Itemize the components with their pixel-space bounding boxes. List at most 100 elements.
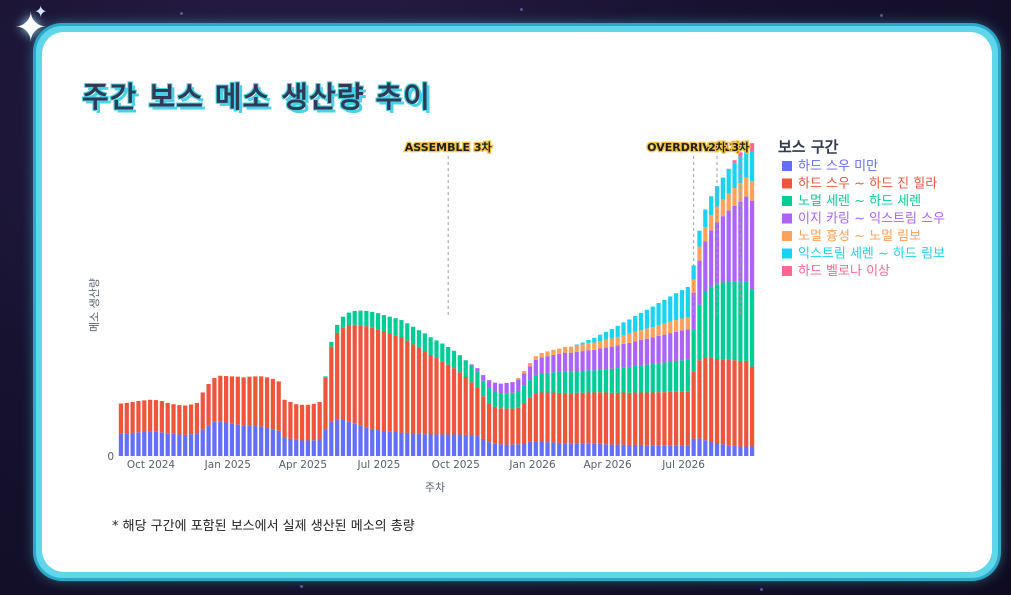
bar-segment-s1-w72 xyxy=(539,392,544,442)
bar-segment-s1-w28 xyxy=(282,399,287,438)
bar-segment-s3-w108 xyxy=(749,200,755,290)
bar-segment-s0-w60 xyxy=(469,435,474,456)
bar-segment-s2-w42 xyxy=(364,310,369,327)
bar-segment-s3-w92 xyxy=(656,335,661,364)
bar-segment-s1-w32 xyxy=(305,404,311,441)
bar-segment-s2-w94 xyxy=(668,361,673,392)
bar-segment-s1-w79 xyxy=(580,392,585,444)
bar-segment-s0-w43 xyxy=(370,428,375,456)
bar-segment-s4-w78 xyxy=(574,345,579,352)
bar-segment-s0-w47 xyxy=(393,431,398,456)
bar-segment-s0-w55 xyxy=(440,434,445,456)
bar-segment-s0-w103 xyxy=(720,444,725,456)
bar-segment-s3-w62 xyxy=(481,375,486,381)
bar-segment-s0-w27 xyxy=(276,430,281,456)
bar-segment-s1-w89 xyxy=(638,392,644,445)
bar-segment-s2-w68 xyxy=(516,390,521,408)
x-tick-label-4: Oct 2025 xyxy=(432,459,480,471)
bar-segment-s3-w97 xyxy=(685,329,690,360)
bar-segment-s0-w73 xyxy=(545,442,550,456)
bar-segment-s1-w107 xyxy=(744,360,749,447)
bar-segment-s5-w105 xyxy=(732,162,737,189)
bar-segment-s0-w34 xyxy=(317,439,322,456)
bar-segment-s4-w89 xyxy=(638,330,644,341)
bar-segment-s3-w71 xyxy=(533,359,538,376)
bar-segment-s2-w63 xyxy=(486,388,492,404)
bar-segment-s1-w1 xyxy=(124,402,129,434)
bar-segment-s2-w96 xyxy=(679,360,685,392)
bar-segment-s0-w95 xyxy=(674,445,679,456)
bar-segment-s0-w39 xyxy=(346,421,351,456)
bar-segment-s1-w6 xyxy=(153,400,159,432)
bar-segment-s0-w72 xyxy=(539,441,544,456)
bar-segment-s1-w88 xyxy=(633,392,638,445)
bar-segment-s3-w103 xyxy=(720,216,725,283)
bar-segment-s1-w71 xyxy=(533,393,538,442)
bar-segment-s1-w95 xyxy=(674,391,679,446)
bars-group xyxy=(118,143,755,456)
bar-segment-s2-w85 xyxy=(615,368,620,393)
bar-segment-s2-w64 xyxy=(492,391,498,407)
bar-segment-s2-w47 xyxy=(393,318,398,336)
bar-segment-s0-w91 xyxy=(650,445,655,456)
bar-segment-s4-w77 xyxy=(568,346,574,353)
bar-segment-s2-w67 xyxy=(510,392,515,409)
bar-segment-s1-w106 xyxy=(738,360,743,447)
bar-segment-s1-w52 xyxy=(422,351,427,435)
bar-segment-s3-w80 xyxy=(586,350,591,371)
bar-segment-s3-w66 xyxy=(504,383,509,394)
small-sparkle-icon: ✦ xyxy=(34,2,48,21)
bar-segment-s5-w101 xyxy=(709,196,714,216)
bar-segment-s4-w69 xyxy=(522,371,527,374)
bar-segment-s0-w28 xyxy=(282,437,287,456)
bar-segment-s2-w80 xyxy=(586,370,591,393)
bar-segment-s1-w17 xyxy=(218,375,223,422)
bar-segment-s6-w106 xyxy=(738,152,743,157)
bar-segment-s3-w77 xyxy=(568,352,574,372)
bar-segment-s1-w81 xyxy=(592,392,597,444)
bar-segment-s3-w89 xyxy=(638,340,644,366)
bar-segment-s2-w97 xyxy=(685,359,690,392)
bar-segment-s4-w84 xyxy=(609,338,614,347)
bar-segment-s1-w87 xyxy=(627,392,632,445)
bar-segment-s2-w46 xyxy=(387,316,392,334)
bar-segment-s4-w107 xyxy=(744,177,749,197)
bar-segment-s2-w54 xyxy=(434,340,439,359)
bar-segment-s2-w92 xyxy=(656,363,661,393)
bar-segment-s4-w99 xyxy=(697,246,702,261)
bar-segment-s0-w108 xyxy=(749,446,755,456)
bar-segment-s6-w108 xyxy=(749,143,755,152)
bar-segment-s2-w102 xyxy=(714,284,720,359)
bar-segment-s0-w99 xyxy=(697,438,702,456)
bar-segment-s2-w61 xyxy=(475,371,480,388)
bar-segment-s2-w70 xyxy=(527,380,533,398)
bar-segment-s3-w96 xyxy=(679,330,685,361)
bar-segment-s0-w87 xyxy=(627,444,632,456)
bar-segment-s5-w103 xyxy=(720,177,725,200)
bar-segment-s0-w5 xyxy=(148,431,153,456)
legend-swatch-6 xyxy=(782,266,792,276)
bar-segment-s1-w74 xyxy=(551,392,556,443)
star-dot xyxy=(760,588,763,591)
bar-segment-s3-w91 xyxy=(650,337,655,365)
bar-segment-s4-w102 xyxy=(714,206,720,223)
bar-segment-s1-w101 xyxy=(709,358,714,442)
bar-segment-s1-w23 xyxy=(253,376,258,426)
bar-segment-s0-w37 xyxy=(335,419,340,456)
bar-segment-s1-w26 xyxy=(270,378,275,430)
y-axis-title: 메소 생산량 xyxy=(88,278,101,332)
bar-segment-s4-w81 xyxy=(592,342,597,350)
bar-segment-s3-w78 xyxy=(574,351,579,371)
bar-segment-s1-w20 xyxy=(235,376,240,425)
bar-segment-s1-w62 xyxy=(481,396,486,439)
bar-segment-s0-w0 xyxy=(118,433,124,456)
bar-segment-s0-w105 xyxy=(732,445,737,456)
star-dot xyxy=(300,585,303,588)
bar-segment-s0-w51 xyxy=(416,433,422,456)
bar-segment-s1-w104 xyxy=(726,359,731,446)
bar-segment-s0-w21 xyxy=(241,425,246,456)
bar-segment-s1-w35 xyxy=(323,377,328,430)
bar-segment-s2-w51 xyxy=(416,330,422,348)
bar-segment-s3-w81 xyxy=(592,349,597,371)
bar-segment-s5-w85 xyxy=(615,325,620,337)
